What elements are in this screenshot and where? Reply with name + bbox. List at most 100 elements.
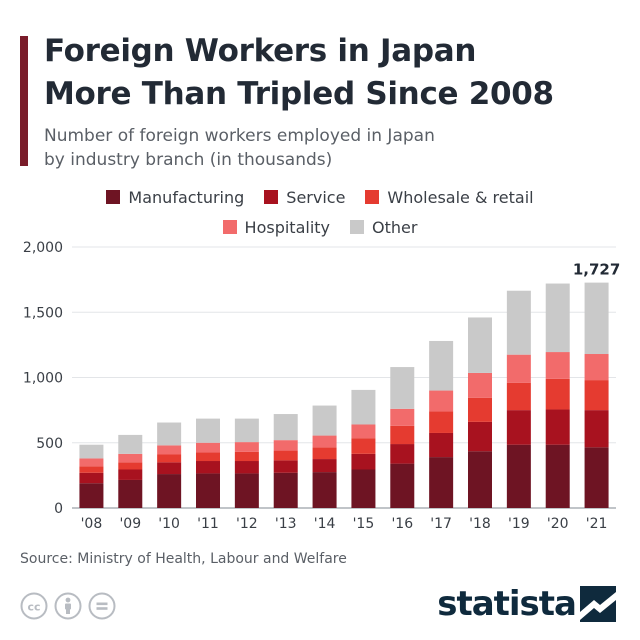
legend-row-2: Hospitality Other [0, 214, 640, 240]
total-data-label: 1,727 [573, 261, 620, 279]
legend-swatch-service [264, 190, 279, 204]
subtitle-line-2: by industry branch (in thousands) [44, 150, 333, 170]
bar-segment-manufacturing [273, 472, 298, 508]
bar-segment-service [273, 460, 298, 473]
chart-legend: Manufacturing Service Wholesale & retail… [0, 184, 640, 244]
bar-segment-other [273, 414, 298, 441]
x-tick-label: '12 [236, 516, 258, 532]
bar-segment-other [351, 389, 376, 425]
chart-subtitle: Number of foreign workers employed in Ja… [44, 124, 604, 172]
legend-label-manufacturing: Manufacturing [128, 187, 245, 207]
legend-swatch-other [350, 220, 365, 234]
bar-segment-manufacturing [429, 457, 454, 508]
legend-swatch-manufacturing [106, 190, 121, 204]
bar-segment-wholesale-retail [390, 425, 415, 445]
by-icon [54, 592, 82, 620]
legend-item-service: Service [264, 188, 345, 207]
bar-segment-wholesale-retail [429, 411, 454, 433]
title-accent-bar [20, 36, 28, 166]
bar-segment-manufacturing [351, 469, 376, 508]
bar-segment-hospitality [468, 372, 492, 398]
title-line-2: More Than Tripled Since 2008 [44, 76, 554, 112]
y-tick-label: 1,000 [23, 371, 63, 387]
subtitle-line-1: Number of foreign workers employed in Ja… [44, 126, 435, 146]
bar-segment-manufacturing [468, 451, 492, 508]
bar-segment-manufacturing [390, 463, 415, 508]
bar-segment-wholesale-retail [196, 452, 220, 462]
nd-icon [88, 592, 116, 620]
bar-segment-manufacturing [312, 472, 337, 508]
bar-segment-service [506, 410, 531, 445]
bar-segment-service [157, 462, 182, 475]
bar-segment-other [584, 282, 609, 355]
bar-segment-wholesale-retail [79, 466, 104, 473]
bar-segment-service [584, 410, 609, 448]
bar-segment-hospitality [351, 424, 376, 439]
bar-segment-other [506, 290, 531, 355]
chart-title: Foreign Workers in Japan More Than Tripl… [44, 30, 624, 116]
bar-segment-manufacturing [584, 447, 609, 508]
bar-segment-service [79, 472, 104, 484]
bar-segment-manufacturing [545, 444, 570, 508]
legend-item-wholesale: Wholesale & retail [365, 187, 534, 207]
bar-segment-service [312, 459, 337, 473]
source-note: Source: Ministry of Health, Labour and W… [20, 551, 347, 567]
x-tick-label: '15 [353, 516, 375, 532]
x-tick-label: '19 [508, 516, 530, 532]
bar-segment-hospitality [196, 442, 220, 453]
bar-segment-service [429, 432, 454, 458]
x-tick-label: '10 [158, 516, 180, 532]
bar-segment-hospitality [234, 442, 259, 452]
legend-label-other: Other [372, 217, 418, 237]
x-tick-label: '08 [81, 516, 103, 532]
legend-item-other: Other [350, 218, 417, 237]
bar-segment-other [312, 405, 337, 436]
legend-item-manufacturing: Manufacturing [106, 188, 244, 207]
x-tick-label: '14 [314, 516, 336, 532]
bar-segment-wholesale-retail [584, 380, 609, 411]
legend-label-service: Service [286, 187, 346, 207]
bar-segment-wholesale-retail [118, 462, 143, 470]
legend-label-wholesale: Wholesale & retail [387, 187, 534, 207]
y-tick-label: 500 [36, 436, 63, 452]
bar-segment-wholesale-retail [234, 451, 259, 462]
legend-swatch-hospitality [222, 220, 237, 234]
title-line-1: Foreign Workers in Japan [44, 33, 477, 69]
x-tick-label: '17 [430, 516, 452, 532]
bar-segment-manufacturing [506, 444, 531, 508]
bar-segment-wholesale-retail [157, 454, 182, 463]
y-tick-label: 0 [54, 501, 63, 517]
bar-segment-hospitality [79, 458, 104, 467]
bar-segment-other [545, 283, 570, 353]
bar-segment-manufacturing [118, 479, 143, 508]
bar-segment-service [118, 469, 143, 480]
bar-segment-hospitality [429, 390, 454, 412]
bar-segment-hospitality [118, 453, 143, 463]
x-tick-label: '20 [547, 516, 569, 532]
bar-segment-wholesale-retail [312, 447, 337, 460]
bar-segment-wholesale-retail [506, 382, 531, 411]
bar-segment-service [234, 461, 259, 474]
legend-item-hospitality: Hospitality [222, 218, 330, 237]
x-tick-label: '09 [119, 516, 141, 532]
bar-segment-wholesale-retail [273, 450, 298, 461]
bar-segment-manufacturing [234, 473, 259, 508]
statista-logo: statista [437, 584, 616, 624]
bar-segment-other [429, 340, 454, 391]
legend-row-1: Manufacturing Service Wholesale & retail [0, 184, 640, 210]
bar-segment-other [196, 418, 220, 443]
bar-segment-service [468, 421, 492, 452]
bar-segment-hospitality [506, 354, 531, 383]
bar-segment-hospitality [545, 352, 570, 379]
logo-wordmark: statista [437, 584, 577, 624]
bar-segment-manufacturing [157, 474, 182, 508]
bar-segment-hospitality [157, 445, 182, 455]
bar-segment-service [351, 453, 376, 470]
x-tick-label: '16 [391, 516, 413, 532]
bar-segment-manufacturing [196, 473, 220, 508]
license-icons: cc [20, 592, 116, 620]
bar-segment-hospitality [273, 440, 298, 451]
bar-segment-other [118, 434, 143, 454]
y-tick-label: 1,500 [23, 305, 63, 321]
